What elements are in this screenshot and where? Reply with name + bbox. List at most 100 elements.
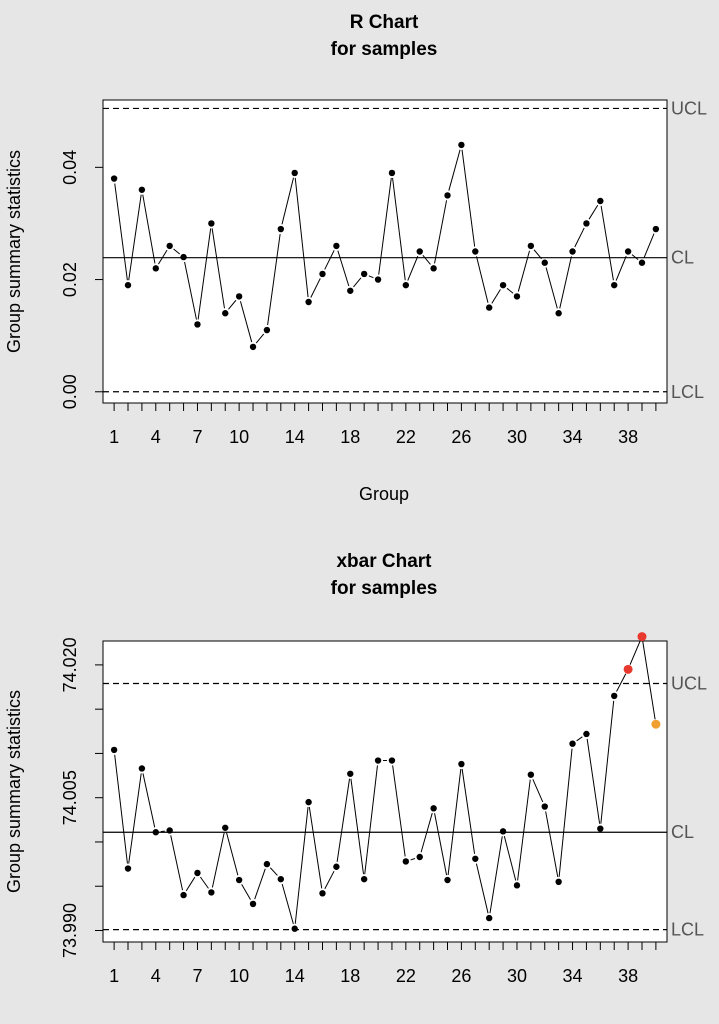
series-segment: [574, 227, 585, 248]
series-segment: [294, 177, 309, 298]
data-point: [263, 326, 271, 334]
chart-title: R Chart: [350, 12, 419, 33]
x-tick-label: 1: [109, 966, 119, 986]
series-segment: [281, 883, 294, 925]
x-tick-label: 26: [451, 966, 471, 986]
data-point: [402, 281, 410, 289]
data-point: [347, 770, 354, 777]
series-segment: [353, 277, 362, 288]
lcl-label: LCL: [671, 382, 704, 402]
lcl-label: LCL: [671, 920, 704, 940]
data-point: [597, 197, 604, 205]
series-segment: [128, 773, 142, 864]
series-segment: [254, 868, 266, 900]
data-point: [166, 827, 173, 834]
cl-label: CL: [671, 248, 694, 268]
x-tick-label: 22: [396, 427, 416, 447]
x-tick-label: 30: [507, 427, 527, 447]
x-tick-label: 7: [192, 966, 202, 986]
series-segment: [378, 177, 392, 275]
series-segment: [576, 736, 583, 742]
cl-label: CL: [671, 822, 694, 842]
data-point: [430, 805, 437, 812]
series-segment: [489, 836, 503, 914]
data-point: [513, 882, 521, 889]
series-segment: [310, 278, 321, 298]
data-point: [222, 824, 229, 831]
series-segment: [407, 255, 419, 281]
series-segment: [228, 299, 237, 310]
data-point: [180, 891, 187, 899]
series-segment: [476, 256, 489, 303]
data-point: [208, 220, 215, 227]
data-point: [374, 757, 382, 764]
x-tick-label: 10: [229, 966, 249, 986]
data-point: [235, 293, 243, 300]
y-tick-label: 0.04: [60, 150, 80, 185]
data-point: [416, 853, 423, 861]
data-point: [124, 865, 132, 872]
data-point: [611, 692, 618, 700]
data-point: [305, 298, 312, 306]
series-segment: [434, 813, 448, 876]
data-point: [110, 746, 118, 754]
series-segment: [517, 250, 531, 292]
data-point: [208, 889, 215, 896]
data-point: [138, 765, 146, 772]
data-point: [388, 169, 396, 177]
data-point: [430, 265, 437, 272]
series-segment: [491, 289, 501, 304]
y-tick-label: 73.990: [60, 903, 80, 958]
series-segment: [447, 768, 462, 876]
series-segment: [475, 863, 489, 914]
series-segment: [631, 254, 639, 260]
data-point: [110, 175, 118, 182]
data-point: [541, 259, 548, 266]
x-tick-label: 14: [285, 427, 305, 447]
data-point: [152, 265, 159, 272]
data-point: [527, 771, 535, 778]
series-segment: [558, 748, 573, 877]
series-segment: [461, 768, 476, 854]
series-segment: [532, 779, 544, 803]
plot-area: [102, 99, 668, 404]
series-segment: [600, 205, 614, 281]
series-segment: [629, 640, 641, 665]
data-point: [360, 875, 368, 883]
series-segment: [308, 806, 323, 889]
series-segment: [114, 754, 128, 864]
chart-subtitle: for samples: [331, 39, 438, 60]
data-point: [458, 141, 465, 149]
data-point: [360, 270, 368, 278]
series-segment: [267, 233, 281, 326]
series-segment: [337, 250, 350, 287]
data-point: [402, 858, 410, 865]
data-point: [319, 270, 326, 278]
data-point: [180, 253, 187, 261]
x-axis-label: Group: [359, 484, 409, 504]
data-point: [374, 276, 382, 283]
series-segment: [368, 275, 374, 279]
series-segment: [422, 255, 431, 265]
data-point: [235, 876, 243, 884]
series-segment: [434, 200, 448, 264]
data-point: [623, 664, 633, 674]
data-point: [416, 248, 423, 255]
data-point: [124, 281, 132, 289]
data-point: [485, 914, 493, 922]
series-segment: [157, 249, 168, 265]
x-tick-label: 34: [563, 966, 583, 986]
series-segment: [184, 261, 197, 320]
series-segment: [461, 149, 476, 247]
series-segment: [545, 267, 558, 309]
series-segment: [170, 835, 184, 891]
data-point: [651, 719, 661, 729]
data-point: [652, 225, 660, 233]
data-point: [388, 757, 396, 764]
series-segment: [392, 765, 406, 857]
data-point: [333, 863, 340, 870]
data-point: [555, 310, 562, 317]
series-segment: [199, 876, 209, 889]
data-point: [333, 242, 340, 250]
